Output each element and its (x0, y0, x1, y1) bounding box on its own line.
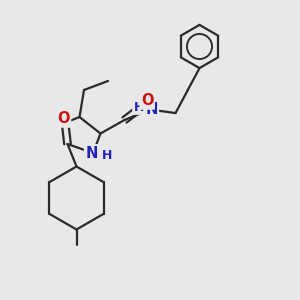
Text: O: O (141, 93, 154, 108)
Text: O: O (57, 111, 70, 126)
Text: H: H (102, 149, 112, 162)
Text: N: N (145, 102, 158, 117)
Text: H: H (134, 100, 144, 114)
Text: N: N (85, 146, 98, 160)
